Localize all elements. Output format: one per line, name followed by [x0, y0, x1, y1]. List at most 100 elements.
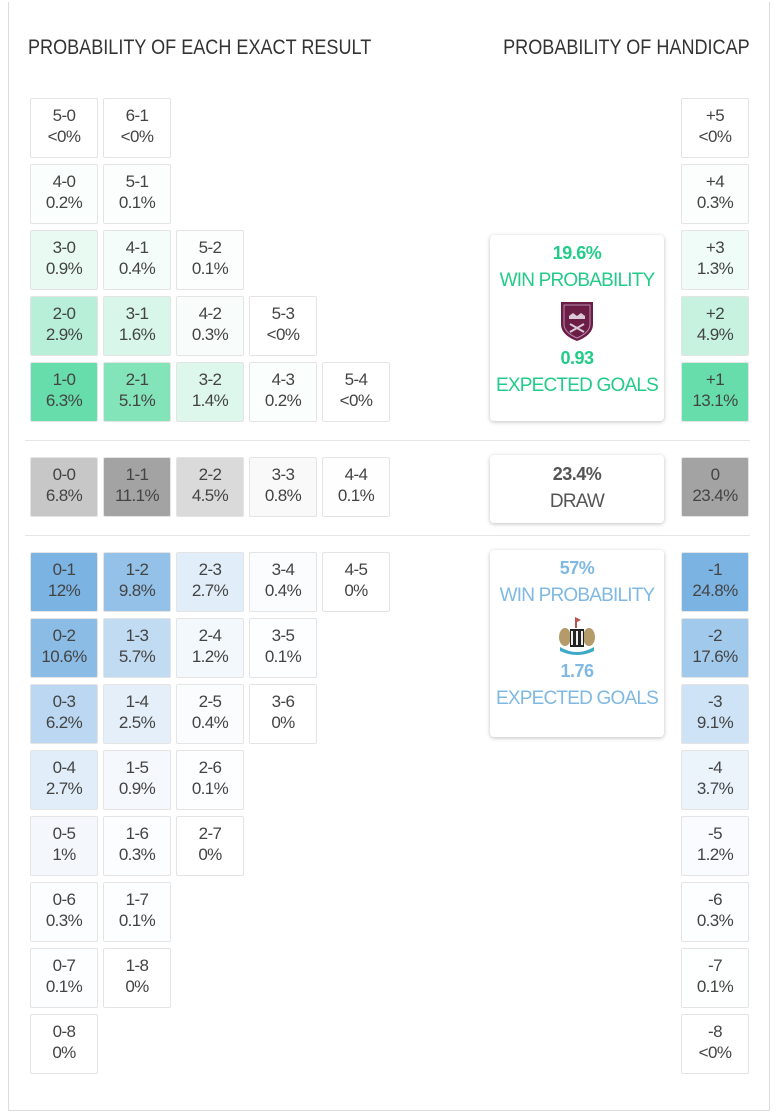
cell-label: 0-2 — [52, 626, 76, 645]
burnley-crest-icon — [559, 300, 595, 342]
cell-probability: 0.9% — [45, 259, 83, 278]
score-cell: 1-6 0.3% — [103, 816, 171, 876]
cell-label: -2 — [708, 626, 723, 645]
score-cell: 0-6 0.3% — [30, 882, 98, 942]
handicap-cell: -3 9.1% — [681, 684, 749, 744]
cell-probability: 0.2% — [264, 391, 302, 410]
score-cell: 3-2 1.4% — [176, 362, 244, 422]
cell-label: 3-5 — [271, 626, 295, 645]
cell-label: 0-4 — [52, 758, 76, 777]
score-cell: 4-2 0.3% — [176, 296, 244, 356]
score-cell: 3-5 0.1% — [249, 618, 317, 678]
cell-probability: 4.5% — [191, 486, 229, 505]
cell-label: 0-6 — [52, 890, 76, 909]
cell-probability: 6.3% — [45, 391, 83, 410]
score-cell: 0-4 2.7% — [30, 750, 98, 810]
score-cell: 3-4 0.4% — [249, 552, 317, 612]
cell-probability: 2.7% — [191, 581, 229, 600]
score-cell: 6-1 <0% — [103, 98, 171, 158]
score-cell: 1-4 2.5% — [103, 684, 171, 744]
cell-probability: <0% — [266, 325, 300, 344]
cell-probability: <0% — [698, 127, 732, 146]
draw-label: DRAW — [549, 491, 605, 512]
cell-label: 2-3 — [198, 560, 222, 579]
score-cell: 4-1 0.4% — [103, 230, 171, 290]
cell-probability: 2.7% — [45, 779, 83, 798]
score-cell: 1-2 9.8% — [103, 552, 171, 612]
cell-probability: 0.1% — [191, 779, 229, 798]
score-cell: 3-6 0% — [249, 684, 317, 744]
cell-label: 4-2 — [198, 304, 222, 323]
score-cell: 0-2 10.6% — [30, 618, 98, 678]
score-cell: 2-1 5.1% — [103, 362, 171, 422]
score-cell: 1-5 0.9% — [103, 750, 171, 810]
cell-probability: 0.1% — [264, 647, 302, 666]
handicap-cell: -6 0.3% — [681, 882, 749, 942]
draw-panel: 23.4% DRAW — [490, 455, 664, 523]
handicap-cell: -1 24.8% — [681, 552, 749, 612]
score-cell: 2-2 4.5% — [176, 457, 244, 517]
cell-label: +1 — [705, 370, 725, 389]
cell-probability: 0% — [125, 977, 149, 996]
cell-label: 5-0 — [52, 106, 76, 125]
cell-label: 4-3 — [271, 370, 295, 389]
cell-probability: 0% — [198, 845, 222, 864]
cell-label: 3-2 — [198, 370, 222, 389]
cell-label: 0-1 — [52, 560, 76, 579]
home-win-panel: 19.6% WIN PROBABILITY 0.93 EXPECTED GOAL… — [490, 235, 664, 421]
score-cell: 5-1 0.1% — [103, 164, 171, 224]
cell-probability: 3.7% — [696, 779, 734, 798]
cell-probability: 0.1% — [696, 977, 734, 996]
cell-label: 3-3 — [271, 465, 295, 484]
divider — [25, 440, 750, 441]
cell-label: +2 — [705, 304, 725, 323]
cell-label: 1-7 — [125, 890, 149, 909]
cell-probability: 0.3% — [118, 845, 156, 864]
cell-probability: 0.1% — [337, 486, 375, 505]
handicap-cell: -8 <0% — [681, 1014, 749, 1074]
cell-label: 0 — [710, 465, 720, 484]
cell-probability: 1% — [52, 845, 76, 864]
home-win-pct: 19.6% — [552, 243, 602, 263]
cell-label: 2-5 — [198, 692, 222, 711]
cell-label: 1-5 — [125, 758, 149, 777]
cell-label: 0-3 — [52, 692, 76, 711]
cell-label: 4-0 — [52, 172, 76, 191]
cell-probability: 1.2% — [191, 647, 229, 666]
away-win-panel: 57% WIN PROBABILITY 1.76 EXPECTED GOALS — [490, 550, 664, 737]
cell-probability: <0% — [339, 391, 373, 410]
score-cell: 1-1 11.1% — [103, 457, 171, 517]
cell-label: 5-4 — [344, 370, 368, 389]
cell-label: 5-3 — [271, 304, 295, 323]
cell-probability: 0.9% — [118, 779, 156, 798]
cell-label: 4-5 — [344, 560, 368, 579]
cell-label: 1-2 — [125, 560, 149, 579]
cell-label: -7 — [708, 956, 723, 975]
cell-probability: 0.8% — [264, 486, 302, 505]
cell-label: 6-1 — [125, 106, 149, 125]
score-cell: 3-3 0.8% — [249, 457, 317, 517]
cell-label: -6 — [708, 890, 723, 909]
cell-label: -5 — [708, 824, 723, 843]
cell-probability: 5.1% — [118, 391, 156, 410]
cell-probability: 0.2% — [45, 193, 83, 212]
cell-probability: 1.6% — [118, 325, 156, 344]
cell-probability: 0.1% — [191, 259, 229, 278]
cell-label: +5 — [705, 106, 725, 125]
cell-probability: 1.3% — [696, 259, 734, 278]
score-cell: 1-8 0% — [103, 948, 171, 1008]
cell-label: 1-8 — [125, 956, 149, 975]
cell-label: -1 — [708, 560, 723, 579]
cell-label: 0-5 — [52, 824, 76, 843]
score-cell: 0-7 0.1% — [30, 948, 98, 1008]
cell-label: 1-0 — [52, 370, 76, 389]
cell-probability: 24.8% — [692, 581, 738, 600]
handicap-cell: +2 4.9% — [681, 296, 749, 356]
cell-probability: 0.3% — [45, 911, 83, 930]
cell-probability: 6.2% — [45, 713, 83, 732]
cell-probability: 0% — [271, 713, 295, 732]
score-cell: 2-4 1.2% — [176, 618, 244, 678]
handicap-cell: +4 0.3% — [681, 164, 749, 224]
cell-probability: 0.3% — [696, 193, 734, 212]
cell-probability: 0.1% — [118, 193, 156, 212]
